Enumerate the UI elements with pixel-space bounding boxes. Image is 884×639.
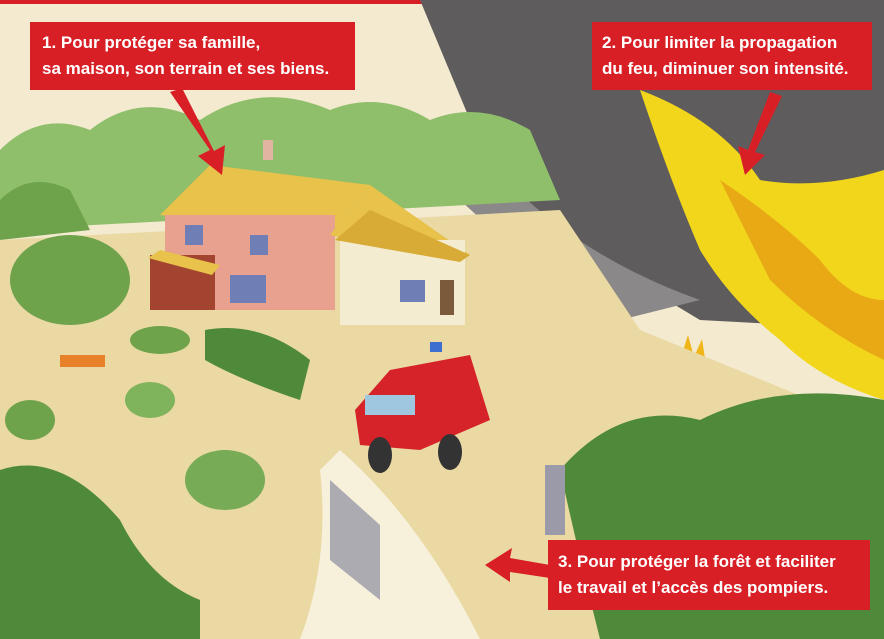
tree (185, 450, 265, 510)
callout-box (548, 540, 870, 610)
flower-bed (130, 326, 190, 354)
callout-text: sa maison, son terrain et ses biens. (42, 59, 329, 78)
bush (5, 400, 55, 440)
callout-text: 1. Pour protéger sa famille, (42, 33, 260, 52)
tree (10, 235, 130, 325)
illustration: 1. Pour protéger sa famille, sa maison, … (0, 0, 884, 639)
callout-text: 2. Pour limiter la propagation (602, 33, 837, 52)
hammock (60, 355, 105, 367)
callout-text: 3. Pour protéger la forêt et faciliter (558, 552, 836, 571)
bush (125, 382, 175, 418)
callout-text: du feu, diminuer son intensité. (602, 59, 849, 78)
callout-text: le travail et l’accès des pompiers. (558, 578, 828, 597)
gate (545, 465, 565, 535)
